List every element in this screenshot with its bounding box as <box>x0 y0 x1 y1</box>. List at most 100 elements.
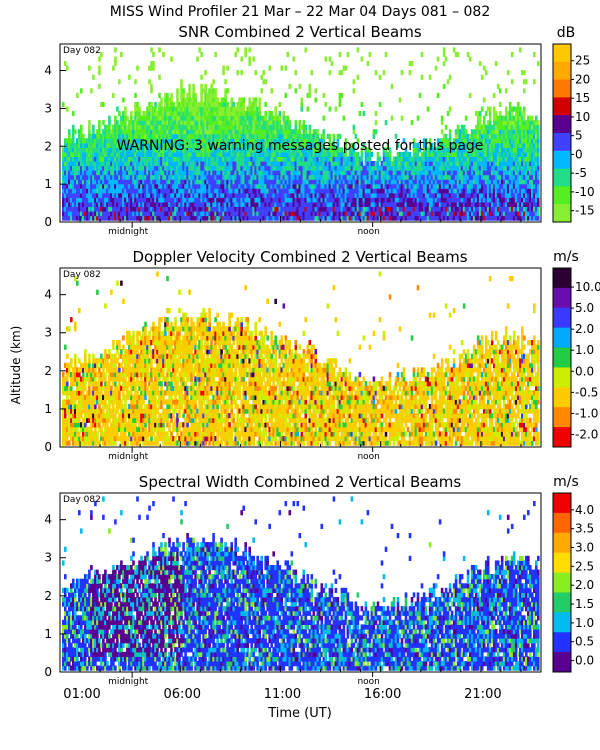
heatmap-cell <box>378 174 382 180</box>
heatmap-cell <box>294 192 298 198</box>
heatmap-cell <box>348 197 352 203</box>
heatmap-cell <box>212 111 215 117</box>
heatmap-cell <box>224 142 227 148</box>
heatmap-cell <box>298 211 302 217</box>
heatmap-cell <box>172 101 175 107</box>
heatmap-cell <box>508 174 512 180</box>
heatmap-cell <box>294 170 298 176</box>
heatmap-cell <box>164 174 167 180</box>
heatmap-cell <box>266 142 269 148</box>
heatmap-cell <box>192 165 195 171</box>
heatmap-cell <box>284 92 288 98</box>
heatmap-cell <box>120 215 123 221</box>
heatmap-cell <box>486 129 490 135</box>
heatmap-cell <box>364 211 368 217</box>
heatmap-cell <box>382 156 386 162</box>
heatmap-cell <box>130 192 133 198</box>
heatmap-cell <box>130 215 133 221</box>
heatmap-cell <box>456 129 460 135</box>
heatmap-cell <box>222 115 225 121</box>
heatmap-cell <box>180 142 183 148</box>
heatmap-cell <box>484 129 488 135</box>
heatmap-cell <box>308 183 312 189</box>
heatmap-cell <box>234 206 237 212</box>
heatmap-cell <box>390 183 394 189</box>
heatmap-cell <box>156 179 159 185</box>
heatmap-cell <box>382 188 386 194</box>
heatmap-cell <box>128 138 131 144</box>
heatmap-cell <box>72 183 75 189</box>
heatmap-cell <box>420 151 424 157</box>
heatmap-cell <box>96 174 99 180</box>
heatmap-cell <box>296 183 300 189</box>
heatmap-cell <box>148 106 151 112</box>
heatmap-cell <box>456 215 460 221</box>
heatmap-cell <box>74 161 77 167</box>
heatmap-cell <box>142 183 145 189</box>
heatmap-cell <box>430 188 434 194</box>
heatmap-cell <box>130 161 133 167</box>
heatmap-cell <box>498 179 502 185</box>
heatmap-cell <box>152 133 155 139</box>
heatmap-cell <box>242 147 245 153</box>
heatmap-cell <box>124 183 127 189</box>
heatmap-cell <box>136 142 139 148</box>
heatmap-cell <box>488 179 492 185</box>
heatmap-cell <box>78 147 81 153</box>
heatmap-cell <box>466 211 470 217</box>
heatmap-cell <box>488 165 492 171</box>
heatmap-cell <box>150 188 153 194</box>
heatmap-cell <box>490 156 494 162</box>
heatmap-cell <box>246 111 249 117</box>
heatmap-cell <box>492 201 496 207</box>
heatmap-cell <box>84 170 87 176</box>
heatmap-cell <box>468 192 472 198</box>
heatmap-cell <box>200 120 203 126</box>
heatmap-cell <box>258 215 261 221</box>
heatmap-cell <box>476 211 480 217</box>
heatmap-cell <box>384 201 388 207</box>
heatmap-cell <box>178 133 181 139</box>
heatmap-cell <box>350 165 354 171</box>
heatmap-cell <box>300 101 304 107</box>
heatmap-cell <box>118 147 121 153</box>
heatmap-cell <box>212 129 215 135</box>
heatmap-cell <box>254 183 257 189</box>
heatmap-cell <box>504 142 508 148</box>
heatmap-cell <box>226 124 229 130</box>
heatmap-cell <box>394 161 398 167</box>
heatmap-cell <box>434 197 438 203</box>
heatmap-cell <box>402 215 406 221</box>
heatmap-cell <box>78 197 81 203</box>
heatmap-cell <box>434 156 438 162</box>
heatmap-cell <box>204 70 207 76</box>
heatmap-cell <box>94 192 97 198</box>
heatmap-cell <box>378 156 382 162</box>
heatmap-cell <box>296 161 300 167</box>
heatmap-cell <box>76 201 79 207</box>
heatmap-cell <box>116 179 119 185</box>
heatmap-cell <box>248 133 251 139</box>
heatmap-cell <box>174 161 177 167</box>
heatmap-cell <box>222 101 225 107</box>
heatmap-cell <box>72 174 75 180</box>
heatmap-cell <box>66 192 69 198</box>
heatmap-cell <box>96 138 99 144</box>
heatmap-cell <box>112 142 115 148</box>
heatmap-cell <box>448 161 452 167</box>
heatmap-cell <box>262 183 265 189</box>
heatmap-cell <box>508 170 512 176</box>
heatmap-cell <box>192 138 195 144</box>
heatmap-cell <box>180 111 183 117</box>
heatmap-cell <box>180 183 183 189</box>
heatmap-cell <box>240 111 243 117</box>
heatmap-cell <box>350 174 354 180</box>
heatmap-cell <box>208 133 211 139</box>
heatmap-cell <box>204 201 207 207</box>
heatmap-cell <box>410 201 414 207</box>
heatmap-cell <box>234 197 237 203</box>
heatmap-cell <box>212 115 215 121</box>
heatmap-cell <box>196 156 199 162</box>
heatmap-cell <box>138 211 141 217</box>
heatmap-cell <box>184 115 187 121</box>
